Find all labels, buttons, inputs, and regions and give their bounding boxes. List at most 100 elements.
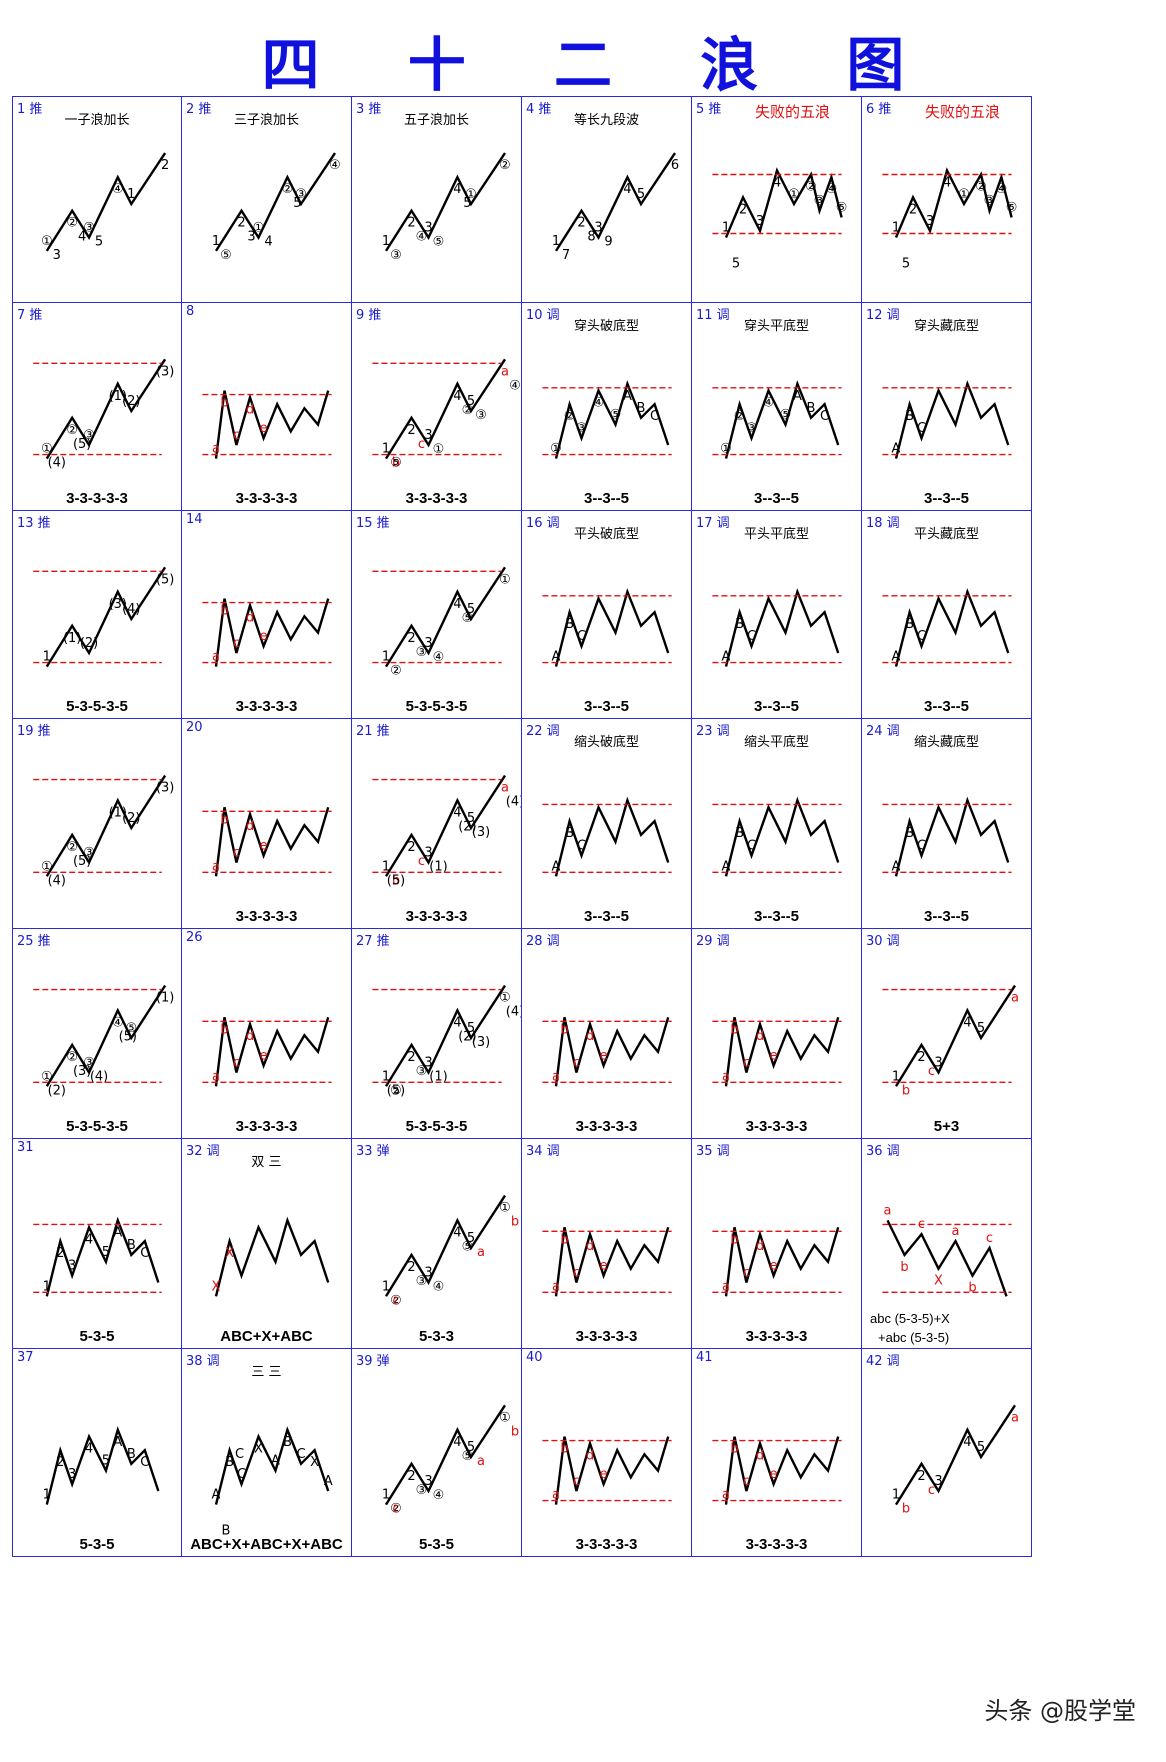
wave-label: 3 (424, 428, 432, 443)
wave-label: 2 (407, 840, 415, 855)
wave-label: 3 (594, 221, 602, 236)
panel-number: 6 推 (866, 102, 892, 117)
wave-line (214, 806, 330, 877)
wave-label: ⑤ (780, 408, 792, 423)
wave-label: 3 (926, 214, 934, 229)
wave-drawing: 1 (1)(2) (3)(4) (5) (33, 566, 174, 668)
panel-number: 17 调 (696, 516, 730, 531)
wave-label: c (743, 1056, 750, 1071)
panel-formula: 3-3-3-3-3 (745, 1536, 808, 1553)
wave-label: ① (788, 187, 800, 202)
wave-panel-39: 1 2 3 4 5 ① ② ③ ④ ⑤ a b c 39 弹 5-3-5 (351, 1348, 522, 1557)
wave-line (554, 380, 670, 459)
wave-label: ③ (416, 1274, 428, 1289)
wave-label: b (220, 812, 228, 827)
wave-panel-15: 1 2 3 4 5 ① ② ③ ④ ⑤ 15 推 5-3-5-3-5 (351, 510, 522, 719)
wave-label: 1 (382, 650, 390, 665)
panel-number: 29 调 (696, 934, 730, 949)
wave-panel-19: ① ② ③ (1) (2) (3) (4) (5) 19 推 (12, 718, 182, 929)
wave-label: ② (390, 664, 402, 679)
wave-label: ① (499, 572, 511, 587)
wave-panel-28: a b c d e 28 调 3-3-3-3-3 (521, 928, 692, 1139)
wave-label: C (650, 409, 659, 424)
panel-formula: 3-3-3-3-3 (235, 908, 298, 925)
wave-label: B (905, 409, 914, 424)
wave-label: ② (564, 409, 576, 424)
wave-label: A (722, 859, 731, 874)
wave-label: 2 (407, 216, 415, 231)
panel-name: 三 三 (251, 1365, 282, 1380)
wave-label: ② (390, 1293, 402, 1308)
panel-formula: 3-3-3-3-3 (745, 1328, 808, 1345)
wave-label: c (418, 437, 425, 452)
wave-line (724, 1226, 840, 1297)
wave-label: ③ (984, 194, 996, 209)
panel-formula: 5+3 (933, 1118, 960, 1135)
wave-label: c (573, 1266, 580, 1281)
panel-name: 缩头平底型 (743, 735, 809, 750)
wave-label: c (418, 854, 425, 869)
panel-formula-line2: +abc (5-3-5) (878, 1330, 950, 1345)
wave-label: e (260, 839, 268, 854)
wave-label: c (918, 1217, 925, 1232)
wave-label: 3 (756, 214, 764, 229)
wave-line (384, 1404, 507, 1506)
wave-panel-13: 1 (1) (2) (3) (4) (5) 13 推 5-3-5-3-5 (12, 510, 182, 719)
wave-label: 4 (453, 182, 461, 197)
wave-line (554, 1436, 670, 1505)
wave-label: a (212, 859, 220, 874)
wave-label: 6 (671, 158, 679, 173)
wave-label: (1) (63, 631, 81, 646)
wave-line (894, 380, 1010, 459)
panel-formula: 3-3-3-3-3 (235, 490, 298, 507)
wave-label: e (770, 1259, 778, 1274)
wave-drawing: a b cde (542, 1436, 672, 1505)
wave-label: C (140, 1455, 149, 1470)
wave-panel-26: a b c d e 26 3-3-3-3-3 (181, 928, 352, 1139)
wave-label: 2 (407, 1260, 415, 1275)
wave-label: ① (41, 234, 53, 249)
wave-label: d (756, 1029, 764, 1044)
wave-panel-35: a b c d e 35 调 3-3-3-3-3 (691, 1138, 862, 1349)
wave-line (214, 1426, 330, 1505)
panel-name: 缩头破底型 (573, 735, 639, 750)
wave-label: d (756, 1239, 764, 1254)
wave-label: ④ (433, 650, 445, 665)
wave-line (45, 774, 167, 877)
wave-line (724, 1436, 840, 1505)
wave-drawing: A BC (882, 796, 1012, 877)
wave-label: B (565, 826, 574, 841)
wave-panel-11: ① ② ③ ④ ⑤ A B C 11 调穿头平底型 3--3--5 (691, 302, 862, 511)
wave-label: A (892, 442, 901, 457)
wave-label: 1 (43, 650, 51, 665)
wave-panel-14: a b c d e 14 3-3-3-3-3 (181, 510, 352, 719)
wave-label: ⑤ (1006, 200, 1018, 215)
wave-label: 1 (382, 1279, 390, 1294)
wave-label: 3 (424, 221, 432, 236)
wave-panel-8: a b c d e 8 3-3-3-3-3 (181, 302, 352, 511)
panel-formula: ABC+X+ABC (220, 1328, 313, 1345)
wave-drawing: A BC (712, 588, 842, 667)
wave-label: (1) (109, 389, 127, 404)
wave-label: X (254, 1442, 263, 1457)
panel-number: 12 调 (866, 308, 900, 323)
wave-label: C (140, 1246, 149, 1261)
panel-number: 37 (17, 1350, 34, 1365)
wave-label: 5 (977, 1021, 985, 1036)
wave-label: B (807, 401, 816, 416)
wave-label: ③ (814, 194, 826, 209)
wave-label: A (793, 389, 802, 404)
wave-label: b (220, 1022, 228, 1037)
panel-name: 穿头藏底型 (913, 319, 979, 334)
wave-drawing: ①② ③ (1)(2) (3) (4) (5) (33, 774, 174, 888)
wave-label: C (747, 839, 756, 854)
wave-line (384, 1194, 507, 1297)
wave-label: ① (499, 1201, 511, 1216)
wave-panel-38: A B C X A B C X A B C 38 调三 三 ABC+X+ABC+X+ABC (181, 1348, 352, 1557)
wave-label: ③ (416, 1483, 428, 1498)
